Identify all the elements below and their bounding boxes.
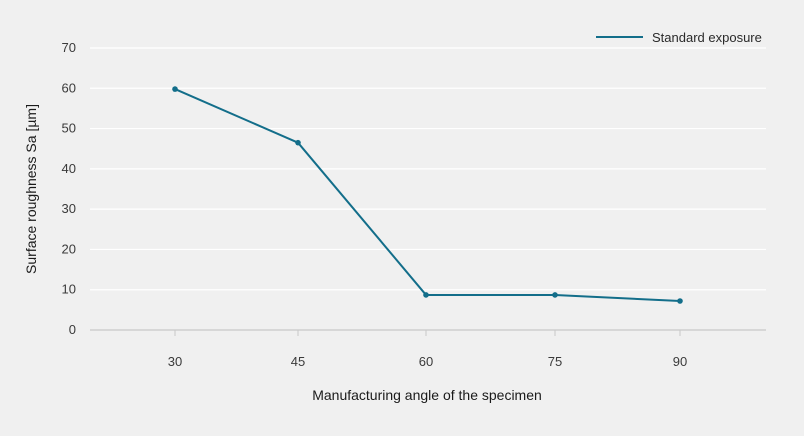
legend-label: Standard exposure bbox=[652, 30, 762, 45]
y-axis-ticks: 0 10 20 30 40 50 60 70 bbox=[62, 40, 76, 337]
data-point bbox=[423, 292, 429, 298]
y-axis-title: Surface roughness Sa [µm] bbox=[23, 104, 39, 274]
grid bbox=[90, 47, 766, 331]
x-tick-label: 30 bbox=[168, 354, 182, 369]
y-tick-label: 60 bbox=[62, 80, 76, 95]
series-group bbox=[172, 86, 683, 304]
x-tick-label: 90 bbox=[673, 354, 687, 369]
y-tick-label: 30 bbox=[62, 201, 76, 216]
y-tick-label: 50 bbox=[62, 121, 76, 136]
legend: Standard exposure bbox=[596, 30, 762, 45]
data-point bbox=[552, 292, 558, 298]
y-tick-label: 40 bbox=[62, 161, 76, 176]
data-point bbox=[677, 298, 683, 304]
x-axis: 30 45 60 75 90 bbox=[168, 330, 687, 369]
y-tick-label: 0 bbox=[69, 322, 76, 337]
y-tick-label: 10 bbox=[62, 282, 76, 297]
x-tick-label: 60 bbox=[419, 354, 433, 369]
data-point bbox=[295, 139, 301, 146]
y-tick-label: 20 bbox=[62, 241, 76, 256]
x-tick-label: 75 bbox=[548, 354, 562, 369]
data-point bbox=[172, 86, 178, 92]
series-line bbox=[174, 88, 681, 302]
y-tick-label: 70 bbox=[62, 40, 76, 55]
x-tick-label: 45 bbox=[291, 354, 305, 369]
x-axis-title: Manufacturing angle of the specimen bbox=[312, 387, 542, 403]
